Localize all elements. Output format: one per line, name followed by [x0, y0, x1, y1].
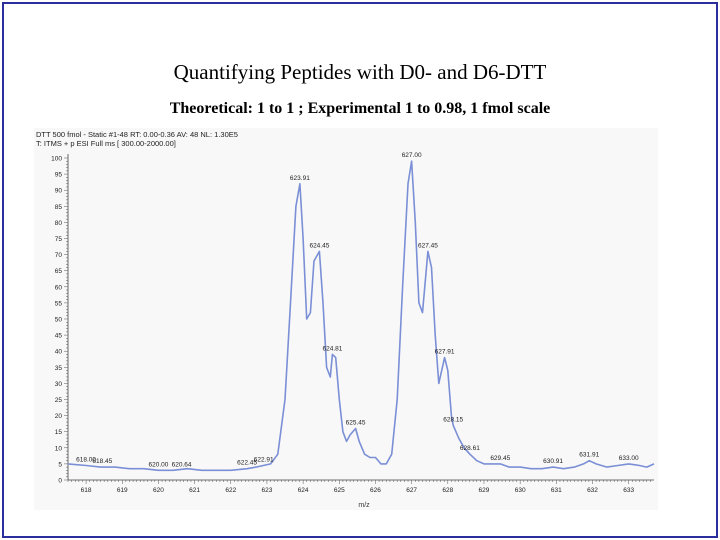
y-tick-label: 90 — [55, 188, 63, 195]
x-tick-label: 622 — [225, 487, 236, 494]
y-tick-label: 85 — [55, 204, 63, 211]
spectrum-header-line2: T: ITMS + p ESI Full ms [ 300.00-2000.00… — [36, 139, 176, 148]
peak-label: 625.45 — [346, 419, 366, 426]
x-tick-label: 632 — [587, 487, 598, 494]
x-tick-label: 631 — [551, 487, 562, 494]
y-tick-label: 10 — [55, 445, 63, 452]
peak-label: 620.00 — [148, 461, 168, 468]
x-tick-label: 623 — [262, 487, 273, 494]
x-axis-label: m/z — [358, 502, 370, 509]
y-tick-label: 15 — [55, 429, 63, 436]
y-tick-label: 80 — [55, 220, 63, 227]
peak-label: 627.91 — [435, 349, 455, 356]
y-tick-label: 40 — [55, 349, 63, 356]
peak-label: 624.45 — [309, 242, 329, 249]
y-tick-label: 45 — [55, 333, 63, 340]
y-tick-label: 60 — [55, 284, 63, 291]
spectrum-header-line1: DTT 500 fmol - Static #1-48 RT: 0.00-0.3… — [36, 130, 238, 139]
slide-subtitle: Theoretical: 1 to 1 ; Experimental 1 to … — [169, 100, 551, 117]
y-tick-label: 100 — [51, 156, 62, 163]
x-tick-label: 625 — [334, 487, 345, 494]
peak-label: 633.00 — [619, 455, 639, 462]
x-tick-label: 619 — [117, 487, 128, 494]
tick-labels: 0 5 10 15 20 25 30 35 40 45 50 55 60 65 70 75 80 85 90 95 10… — [51, 156, 634, 495]
peak-label: 620.64 — [172, 461, 192, 468]
x-tick-label: 628 — [442, 487, 453, 494]
peak-label: 624.81 — [322, 345, 342, 352]
peak-label: 629.45 — [490, 455, 510, 462]
peak-label: 630.91 — [543, 458, 563, 465]
x-tick-label: 621 — [189, 487, 200, 494]
y-tick-label: 5 — [58, 461, 62, 468]
y-tick-label: 25 — [55, 397, 63, 404]
x-tick-label: 633 — [623, 487, 634, 494]
x-tick-label: 627 — [406, 487, 417, 494]
mass-spectrum-chart: DTT 500 fmol - Static #1-48 RT: 0.00-0.3… — [34, 128, 658, 510]
x-tick-label: 618 — [81, 487, 92, 494]
x-tick-label: 629 — [479, 487, 490, 494]
spectrum-plot: DTT 500 fmol - Static #1-48 RT: 0.00-0.3… — [36, 130, 655, 509]
y-tick-label: 55 — [55, 300, 63, 307]
peak-label: 623.91 — [290, 175, 310, 182]
spectrum-line — [67, 160, 655, 472]
peak-label: 618.45 — [92, 458, 112, 465]
x-tick-label: 624 — [298, 487, 309, 494]
y-tick-label: 20 — [55, 413, 63, 420]
y-tick-label: 30 — [55, 381, 63, 388]
x-tick-label: 620 — [153, 487, 164, 494]
peak-label: 627.45 — [418, 242, 438, 249]
peak-label: 627.00 — [402, 152, 422, 159]
y-tick-label: 70 — [55, 252, 63, 259]
y-tick-label: 75 — [55, 236, 63, 243]
peak-label: 631.91 — [579, 452, 599, 459]
peak-label: 622.45 — [237, 460, 257, 467]
y-tick-label: 35 — [55, 365, 63, 372]
y-tick-label: 50 — [55, 317, 63, 324]
y-tick-label: 0 — [58, 478, 62, 485]
y-tick-label: 65 — [55, 268, 63, 275]
y-tick-label: 95 — [55, 172, 63, 179]
axes — [64, 154, 654, 484]
peak-label: 622.91 — [254, 457, 274, 464]
x-tick-label: 626 — [370, 487, 381, 494]
slide-title: Quantifying Peptides with D0- and D6-DTT — [173, 60, 547, 84]
peak-label: 628.15 — [443, 416, 463, 423]
peak-label: 628.61 — [460, 445, 480, 452]
x-tick-label: 630 — [515, 487, 526, 494]
series — [67, 160, 655, 472]
peak-label: 618.00 — [76, 457, 96, 464]
